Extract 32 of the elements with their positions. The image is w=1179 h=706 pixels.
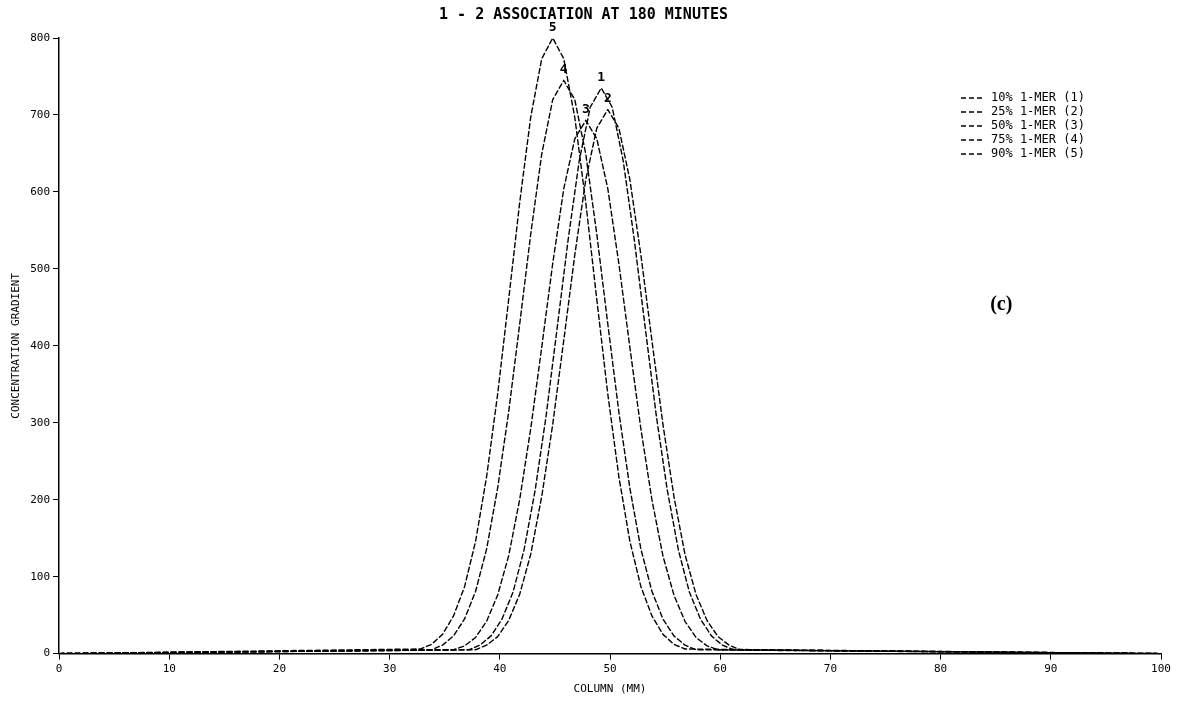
legend-label: 90% 1-MER (5) — [991, 146, 1085, 161]
y-tick-label: 400 — [30, 338, 51, 352]
annotation: 1 — [597, 68, 606, 84]
y-tick-label: 600 — [30, 184, 51, 198]
x-tick-label: 90 — [1044, 662, 1058, 676]
x-tick-label: 60 — [713, 662, 727, 676]
y-tick-label: 100 — [30, 569, 51, 583]
y-axis-title: CONCENTRATION GRADIENT — [9, 272, 23, 419]
x-tick-label: 50 — [603, 662, 617, 676]
x-tick-label: 20 — [272, 662, 287, 676]
x-tick-label: 100 — [1151, 662, 1171, 676]
legend-label: 10% 1-MER (1) — [991, 90, 1085, 105]
x-tick-label: 70 — [823, 662, 838, 676]
annotation: 4 — [559, 61, 568, 77]
x-axis-title: COLUMN (MM) — [573, 682, 647, 696]
legend-label: 50% 1-MER (3) — [991, 118, 1085, 133]
x-tick-label: 0 — [55, 662, 63, 676]
annotation: 3 — [581, 101, 590, 117]
legend-label: 25% 1-MER (2) — [991, 104, 1085, 119]
y-tick-label: 500 — [30, 261, 51, 275]
x-tick-label: 30 — [383, 662, 397, 676]
x-tick-label: 40 — [493, 662, 507, 676]
y-tick-label: 300 — [30, 415, 51, 429]
annotation: (c) — [990, 292, 1013, 316]
annotation: 2 — [603, 90, 612, 106]
x-tick-label: 10 — [162, 662, 176, 676]
y-tick-label: 800 — [30, 30, 51, 44]
y-tick-label: 0 — [43, 646, 51, 660]
x-tick-label: 80 — [933, 662, 948, 676]
y-tick-label: 700 — [30, 107, 51, 121]
legend-label: 75% 1-MER (4) — [991, 132, 1085, 147]
y-tick-label: 200 — [30, 492, 51, 506]
